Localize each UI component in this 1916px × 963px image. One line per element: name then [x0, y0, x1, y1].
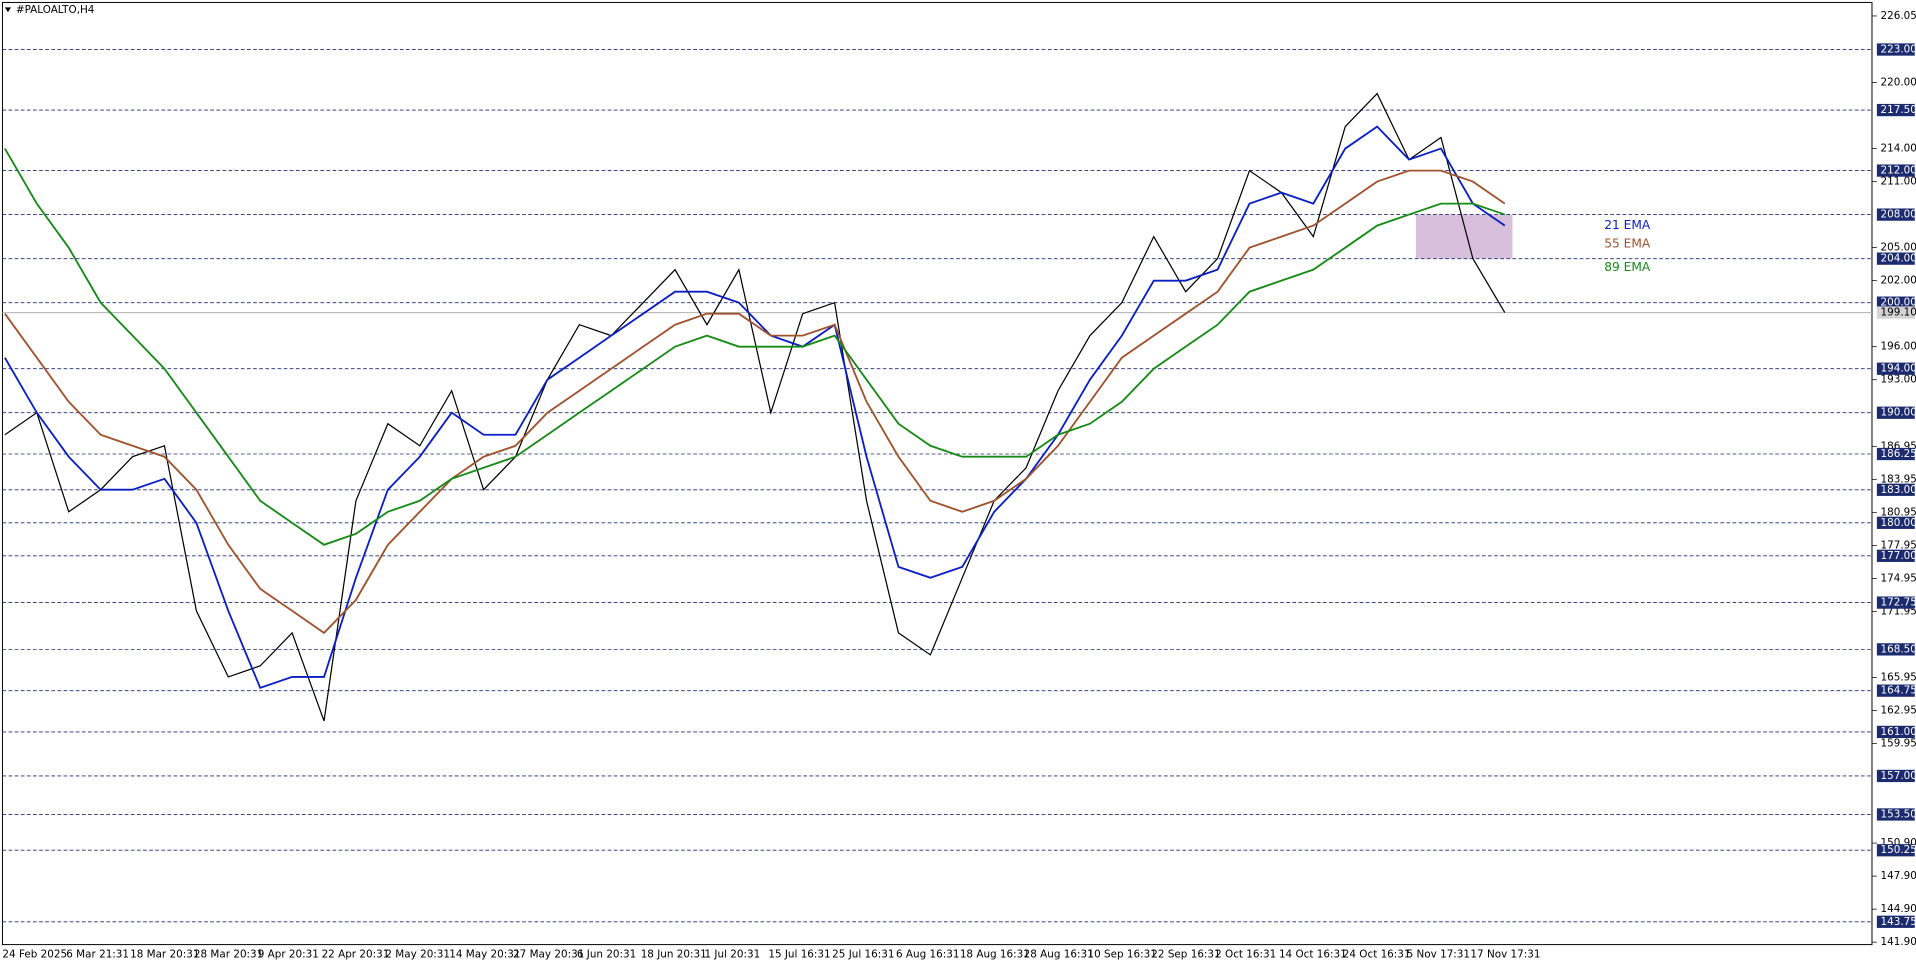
y-tick-label: 202.00 [1881, 275, 1916, 287]
y-tick-label: 177.95 [1881, 539, 1916, 551]
x-tick-label: 1 Jul 20:31 [705, 948, 761, 960]
menu-arrow[interactable] [4, 7, 12, 13]
level-label: 186.25 [1881, 448, 1916, 460]
level-badge [1876, 684, 1915, 697]
x-tick-label: 5 Nov 17:31 [1407, 948, 1470, 960]
y-tick-label: 226.05 [1881, 10, 1916, 22]
y-tick-label: 147.90 [1881, 870, 1916, 882]
level-badge [1876, 406, 1915, 419]
level-label: 217.50 [1881, 104, 1916, 116]
level-label: 200.00 [1881, 297, 1916, 309]
x-tick-label: 22 Apr 20:31 [322, 948, 390, 960]
y-tick-label: 162.95 [1881, 704, 1916, 716]
level-label: 157.00 [1881, 770, 1916, 782]
x-tick-label: 6 Aug 16:31 [896, 948, 959, 960]
legend-entry: 21 EMA [1604, 218, 1651, 232]
x-tick-label: 15 Jul 16:31 [768, 948, 830, 960]
level-label: 168.50 [1881, 643, 1916, 655]
y-tick-label: 159.95 [1881, 737, 1916, 749]
x-tick-label: 14 Oct 16:31 [1279, 948, 1347, 960]
x-tick-label: 18 Aug 16:31 [960, 948, 1030, 960]
x-tick-label: 14 May 20:31 [449, 948, 520, 960]
level-badge [1876, 549, 1915, 562]
level-label: 153.50 [1881, 808, 1916, 820]
last-price-badge [1876, 306, 1915, 319]
ema-line [4, 125, 1506, 689]
y-tick-label: 180.95 [1881, 506, 1916, 518]
x-tick-label: 2 May 20:31 [385, 948, 450, 960]
level-badge [1876, 296, 1915, 309]
level-badge [1876, 252, 1915, 265]
level-label: 208.00 [1881, 209, 1916, 221]
level-label: 172.75 [1881, 597, 1916, 609]
y-tick-label: 220.00 [1881, 77, 1916, 89]
x-tick-label: 18 Jun 20:31 [641, 948, 707, 960]
price-line [4, 92, 1506, 722]
y-tick-label: 183.95 [1881, 473, 1916, 485]
y-tick-label: 165.95 [1881, 671, 1916, 683]
x-tick-label: 17 Nov 17:31 [1470, 948, 1540, 960]
y-tick-label: 193.00 [1881, 374, 1916, 386]
level-badge [1876, 447, 1915, 461]
y-tick-label: 214.00 [1881, 143, 1916, 155]
level-badge [1876, 643, 1915, 656]
level-badge [1876, 43, 1915, 56]
y-tick-label: 141.90 [1881, 936, 1916, 948]
ema-line [4, 148, 1506, 546]
x-tick-label: 6 Jun 20:31 [577, 948, 636, 960]
x-tick-label: 24 Feb 2025 [2, 948, 67, 960]
legend-entry: 55 EMA [1604, 237, 1651, 251]
level-badge [1876, 164, 1915, 177]
level-label: 204.00 [1881, 253, 1916, 265]
ema-line [4, 169, 1506, 635]
zone [1415, 214, 1513, 259]
level-label: 164.75 [1881, 685, 1916, 697]
level-badge [1876, 769, 1915, 783]
level-label: 212.00 [1881, 165, 1916, 177]
level-badge [1876, 208, 1915, 221]
plot-frame [1, 1, 1873, 946]
x-tick-label: 27 May 20:31 [513, 948, 584, 960]
level-badge [1876, 362, 1915, 375]
x-tick-label: 28 Aug 16:31 [1024, 948, 1094, 960]
level-badge [1876, 596, 1915, 609]
y-tick-label: 211.00 [1881, 176, 1916, 188]
y-tick-label: 196.00 [1881, 341, 1916, 353]
level-badge [1876, 483, 1915, 496]
level-label: 177.00 [1881, 550, 1916, 562]
level-label: 143.75 [1881, 916, 1916, 928]
level-label: 190.00 [1881, 407, 1916, 419]
x-tick-label: 9 Apr 20:31 [258, 948, 319, 960]
x-tick-label: 28 Mar 20:31 [194, 948, 263, 960]
x-tick-label: 6 Mar 21:31 [66, 948, 129, 960]
level-label: 194.00 [1881, 363, 1916, 375]
level-label: 150.25 [1881, 844, 1916, 856]
level-badge [1876, 844, 1915, 857]
x-tick-label: 2 Oct 16:31 [1215, 948, 1276, 960]
level-badge [1876, 516, 1915, 529]
x-tick-label: 25 Jul 16:31 [832, 948, 894, 960]
level-badge [1876, 725, 1915, 739]
legend-entry: 89 EMA [1604, 260, 1651, 274]
x-tick-label: 24 Oct 16:31 [1343, 948, 1411, 960]
y-tick-label: 205.00 [1881, 242, 1916, 254]
chart-title: #PALOALTO,H4 [16, 4, 95, 16]
level-badge [1876, 808, 1915, 821]
x-tick-label: 10 Sep 16:31 [1087, 948, 1156, 960]
x-tick-label: 22 Sep 16:31 [1151, 948, 1220, 960]
level-badge [1876, 915, 1915, 928]
level-label: 223.00 [1881, 44, 1916, 56]
level-label: 161.00 [1881, 726, 1916, 738]
level-label: 183.00 [1881, 484, 1916, 496]
x-tick-label: 18 Mar 20:31 [130, 948, 199, 960]
level-label: 180.00 [1881, 517, 1916, 529]
last-price-label: 199.10 [1881, 307, 1916, 319]
y-tick-label: 144.90 [1881, 903, 1916, 915]
y-tick-label: 174.95 [1881, 572, 1916, 584]
level-badge [1876, 103, 1915, 117]
